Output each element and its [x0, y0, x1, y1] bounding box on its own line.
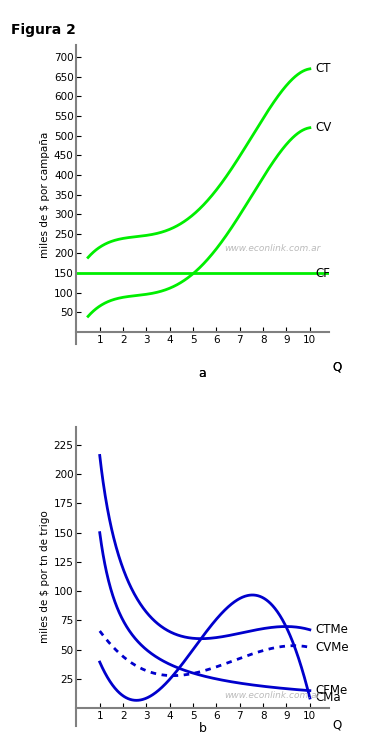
- Text: CF: CF: [316, 267, 330, 280]
- Text: Q: Q: [332, 361, 342, 373]
- Text: a: a: [199, 367, 206, 380]
- Text: www.econlink.com.ar: www.econlink.com.ar: [225, 243, 321, 253]
- Text: CT: CT: [316, 62, 331, 76]
- Text: CVMe: CVMe: [316, 641, 349, 654]
- Text: CMa: CMa: [316, 692, 341, 705]
- Y-axis label: miles de $ por campaña: miles de $ por campaña: [40, 132, 50, 258]
- Text: Figura 2: Figura 2: [11, 23, 76, 37]
- Text: CV: CV: [316, 121, 332, 135]
- Text: a: a: [199, 367, 206, 380]
- Text: Q: Q: [332, 361, 342, 373]
- Text: b: b: [199, 722, 206, 735]
- Text: Q: Q: [332, 718, 342, 731]
- Text: www.econlink.com.ar: www.econlink.com.ar: [225, 692, 321, 700]
- Y-axis label: miles de $ por tn de trigo: miles de $ por tn de trigo: [40, 510, 50, 643]
- Text: CFMe: CFMe: [316, 684, 348, 697]
- Text: CTMe: CTMe: [316, 623, 348, 637]
